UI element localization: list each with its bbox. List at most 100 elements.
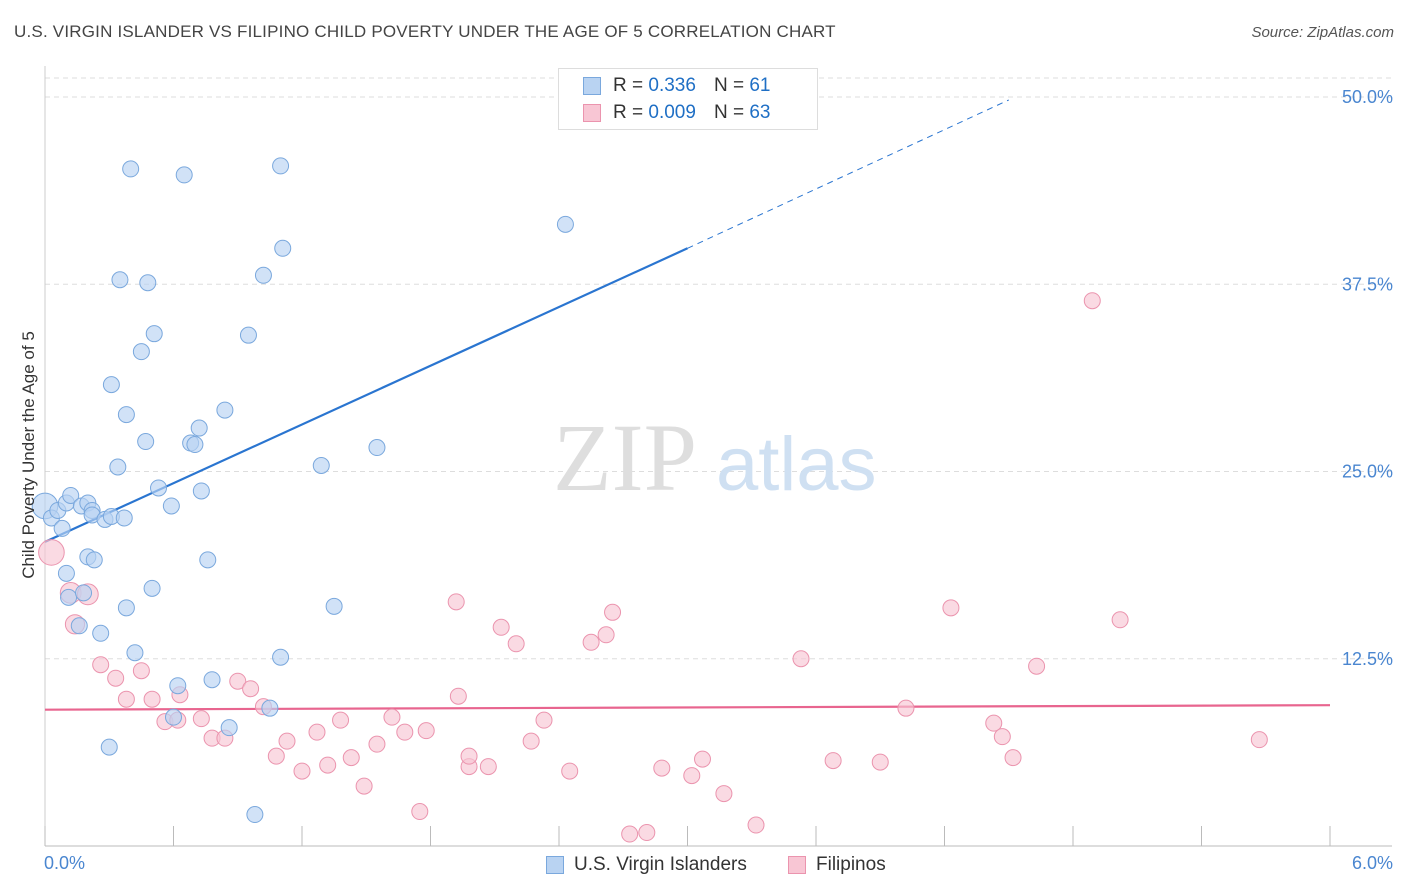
point-filipinos bbox=[383, 708, 401, 726]
legend-n-label: N = bbox=[713, 102, 745, 123]
point-filipinos bbox=[229, 672, 247, 690]
point-filipinos bbox=[242, 680, 260, 698]
point-filipinos bbox=[535, 711, 553, 729]
points-filipinos bbox=[38, 292, 1268, 843]
point-virgin-islanders bbox=[312, 457, 330, 475]
grid-lines bbox=[45, 77, 1392, 660]
point-filipinos bbox=[604, 603, 622, 621]
point-filipinos bbox=[1250, 731, 1268, 749]
point-virgin-islanders bbox=[92, 624, 110, 642]
chart-title: U.S. VIRGIN ISLANDER VS FILIPINO CHILD P… bbox=[14, 22, 836, 41]
point-filipinos bbox=[132, 662, 150, 680]
point-virgin-islanders bbox=[100, 738, 118, 756]
point-filipinos bbox=[792, 650, 810, 668]
point-filipinos bbox=[492, 618, 510, 636]
point-filipinos bbox=[332, 711, 350, 729]
point-filipinos bbox=[447, 593, 465, 611]
point-virgin-islanders bbox=[70, 617, 88, 635]
point-filipinos bbox=[1004, 749, 1022, 767]
point-virgin-islanders bbox=[53, 519, 71, 537]
point-virgin-islanders bbox=[165, 708, 182, 726]
point-virgin-islanders bbox=[111, 271, 129, 289]
point-filipinos bbox=[38, 539, 65, 566]
watermark-atlas: atlas bbox=[716, 422, 877, 507]
point-virgin-islanders bbox=[139, 274, 157, 292]
point-filipinos bbox=[653, 759, 671, 777]
trend-line-extension bbox=[687, 99, 1009, 249]
point-filipinos bbox=[308, 723, 326, 741]
point-virgin-islanders bbox=[186, 436, 204, 454]
point-virgin-islanders bbox=[62, 486, 80, 504]
bottom-legend-swatch-pink bbox=[788, 856, 806, 874]
point-virgin-islanders bbox=[137, 433, 155, 451]
point-filipinos bbox=[1083, 292, 1101, 310]
point-filipinos bbox=[638, 824, 656, 842]
point-filipinos bbox=[355, 777, 373, 795]
point-virgin-islanders bbox=[325, 597, 343, 615]
point-virgin-islanders bbox=[117, 599, 135, 617]
point-virgin-islanders bbox=[150, 479, 168, 497]
point-filipinos bbox=[411, 803, 429, 821]
point-filipinos bbox=[460, 747, 478, 765]
point-filipinos bbox=[621, 825, 639, 843]
point-virgin-islanders bbox=[109, 458, 127, 476]
bottom-legend-label: Filipinos bbox=[816, 854, 886, 875]
point-virgin-islanders bbox=[274, 239, 292, 257]
point-virgin-islanders bbox=[272, 648, 290, 666]
legend-swatch-pink bbox=[583, 104, 601, 122]
watermark-zip: ZIP bbox=[553, 404, 697, 511]
x-tick-label: 6.0% bbox=[1352, 853, 1393, 873]
point-virgin-islanders bbox=[246, 806, 264, 824]
y-tick-label: 25.0% bbox=[1342, 462, 1393, 482]
point-filipinos bbox=[417, 722, 435, 740]
point-virgin-islanders bbox=[102, 376, 120, 394]
bottom-legend-virgin-islanders[interactable]: U.S. Virgin Islanders bbox=[546, 852, 747, 878]
y-tick-label: 12.5% bbox=[1342, 649, 1393, 669]
point-virgin-islanders bbox=[169, 677, 187, 695]
point-filipinos bbox=[1111, 611, 1129, 629]
source-note: Source: ZipAtlas.com bbox=[1251, 24, 1394, 41]
bottom-legend-label: U.S. Virgin Islanders bbox=[574, 854, 747, 875]
point-filipinos bbox=[747, 816, 765, 834]
point-virgin-islanders bbox=[261, 699, 279, 717]
legend-r-label: R = bbox=[613, 102, 644, 123]
point-virgin-islanders bbox=[145, 325, 163, 343]
point-filipinos bbox=[985, 714, 1003, 732]
point-filipinos bbox=[143, 690, 161, 708]
point-filipinos bbox=[1028, 657, 1046, 675]
point-filipinos bbox=[824, 752, 842, 770]
tick-labels: 12.5% 25.0% 37.5% 50.0% 0.0% 6.0% bbox=[44, 87, 1393, 873]
watermark: ZIP atlas bbox=[553, 404, 877, 511]
points-virgin-islanders bbox=[31, 87, 660, 824]
point-filipinos bbox=[561, 762, 579, 780]
point-virgin-islanders bbox=[192, 482, 210, 500]
point-virgin-islanders bbox=[162, 497, 180, 515]
legend-r-value: 0.336 bbox=[648, 75, 696, 96]
point-filipinos bbox=[993, 728, 1011, 746]
point-virgin-islanders bbox=[132, 343, 150, 361]
point-virgin-islanders bbox=[199, 551, 217, 569]
point-filipinos bbox=[522, 732, 540, 750]
point-virgin-islanders bbox=[368, 439, 386, 457]
y-axis-label: Child Poverty Under the Age of 5 bbox=[19, 331, 38, 579]
legend-r-label: R = bbox=[613, 75, 644, 96]
point-filipinos bbox=[278, 732, 296, 750]
x-tick-label: 0.0% bbox=[44, 853, 85, 873]
point-virgin-islanders bbox=[57, 564, 75, 582]
point-virgin-islanders bbox=[272, 157, 290, 175]
legend-row-virgin-islanders: R = 0.336 N = 61 bbox=[583, 73, 770, 99]
point-virgin-islanders bbox=[122, 160, 140, 178]
point-filipinos bbox=[897, 699, 915, 717]
point-virgin-islanders bbox=[60, 588, 78, 606]
point-filipinos bbox=[507, 635, 525, 653]
y-tick-label: 37.5% bbox=[1342, 274, 1393, 294]
bottom-legend-filipinos[interactable]: Filipinos bbox=[788, 852, 886, 878]
point-filipinos bbox=[319, 756, 337, 774]
legend-n-label: N = bbox=[713, 75, 745, 96]
point-filipinos bbox=[92, 656, 110, 674]
point-filipinos bbox=[693, 750, 711, 768]
point-virgin-islanders bbox=[216, 401, 234, 419]
point-virgin-islanders bbox=[143, 579, 161, 597]
trend-line-filipinos bbox=[44, 704, 1331, 711]
